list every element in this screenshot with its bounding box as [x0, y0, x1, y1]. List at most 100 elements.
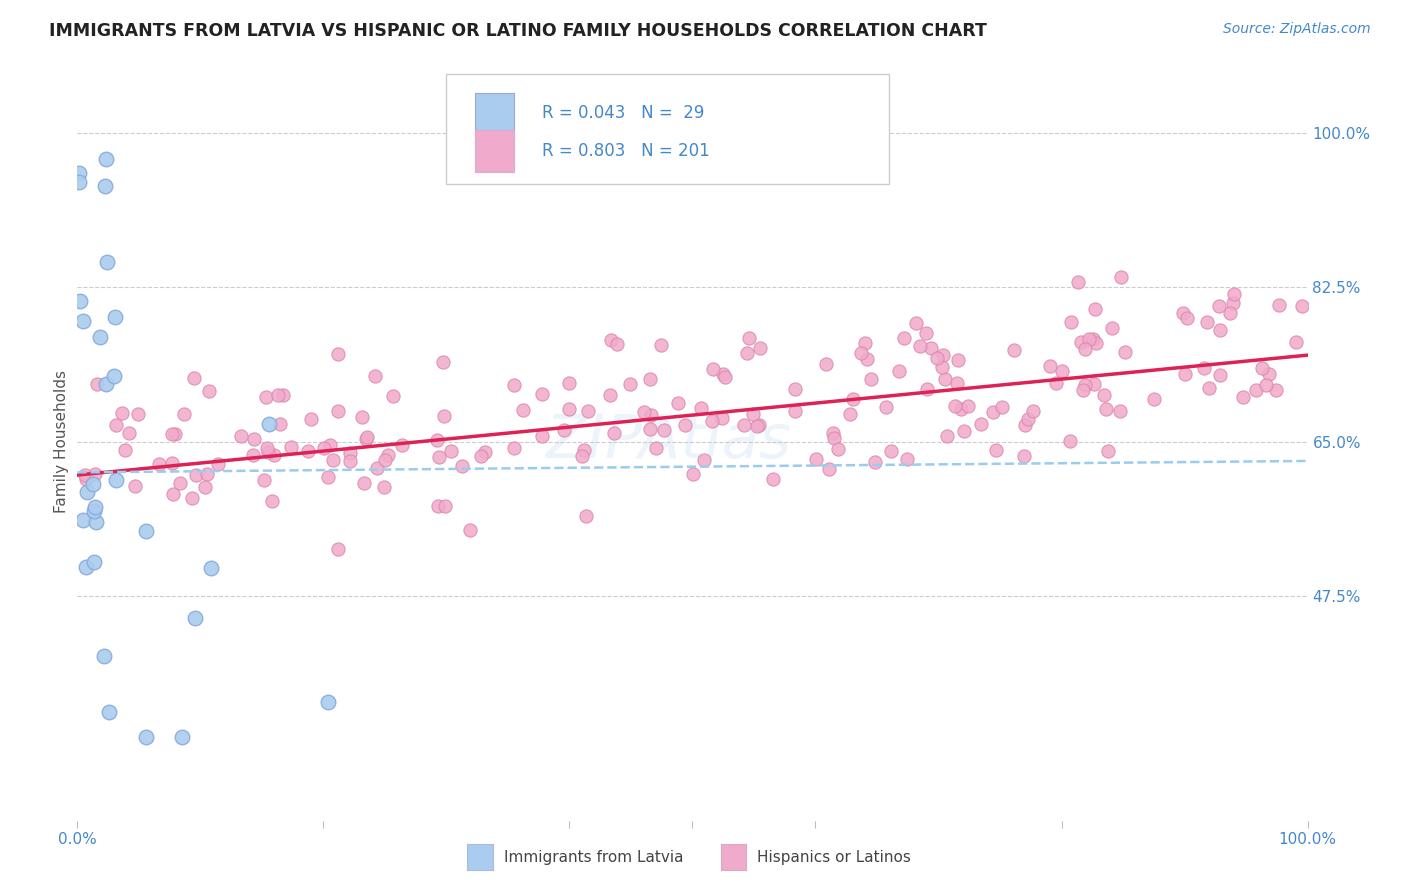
Point	[96, 152, 118, 166]
Point	[470, 450, 492, 464]
Point	[114, 442, 136, 457]
Point	[197, 384, 219, 399]
Point	[1142, 392, 1164, 406]
Point	[451, 458, 474, 473]
Point	[711, 367, 734, 381]
Point	[173, 407, 195, 421]
Text: R = 0.803   N = 201: R = 0.803 N = 201	[543, 143, 710, 161]
Point	[1045, 376, 1067, 390]
Point	[1071, 383, 1094, 397]
Point	[1059, 434, 1081, 448]
Point	[89, 330, 111, 344]
Point	[853, 336, 876, 351]
Point	[875, 400, 897, 414]
Point	[1209, 368, 1232, 382]
Point	[558, 376, 581, 390]
Point	[83, 503, 105, 517]
Point	[194, 480, 217, 494]
Point	[83, 555, 105, 569]
Point	[693, 453, 716, 467]
Point	[366, 460, 388, 475]
Point	[702, 362, 724, 376]
Point	[553, 423, 575, 437]
Point	[111, 406, 134, 420]
Point	[950, 401, 973, 416]
Point	[1014, 449, 1036, 463]
Point	[889, 364, 911, 378]
Point	[162, 487, 184, 501]
Point	[280, 440, 302, 454]
Point	[1244, 383, 1267, 397]
Point	[1197, 315, 1219, 329]
Point	[644, 442, 666, 456]
Point	[263, 448, 285, 462]
Point	[1060, 315, 1083, 329]
Point	[1094, 388, 1116, 402]
Point	[94, 179, 117, 194]
Point	[127, 407, 149, 421]
Point	[762, 472, 785, 486]
Point	[148, 457, 170, 471]
Point	[135, 524, 157, 539]
Point	[1267, 298, 1289, 312]
Point	[256, 442, 278, 456]
Point	[259, 417, 281, 432]
Point	[838, 408, 860, 422]
Point	[855, 351, 877, 366]
Point	[229, 428, 252, 442]
Point	[502, 377, 524, 392]
Point	[1081, 332, 1104, 346]
Point	[160, 427, 183, 442]
Point	[952, 425, 974, 439]
Point	[124, 479, 146, 493]
Point	[575, 509, 598, 524]
Point	[948, 352, 970, 367]
Point	[600, 333, 623, 347]
Point	[169, 476, 191, 491]
Point	[374, 453, 396, 467]
Point	[599, 388, 621, 402]
Point	[638, 372, 661, 386]
Point	[849, 346, 872, 360]
Point	[1084, 301, 1107, 316]
Point	[733, 418, 755, 433]
Point	[823, 431, 845, 445]
Point	[86, 377, 108, 392]
Point	[105, 473, 128, 487]
Point	[619, 377, 641, 392]
Point	[1175, 311, 1198, 326]
Point	[364, 368, 387, 383]
Point	[908, 339, 931, 353]
Point	[1223, 287, 1246, 301]
Point	[104, 310, 127, 325]
Point	[322, 452, 344, 467]
Bar	[475, 93, 515, 135]
Point	[326, 404, 349, 418]
Point	[957, 399, 980, 413]
Point	[571, 449, 593, 463]
Point	[1002, 343, 1025, 357]
Point	[503, 441, 526, 455]
Point	[1254, 378, 1277, 392]
Point	[339, 454, 361, 468]
Point	[711, 411, 734, 425]
Point	[714, 369, 737, 384]
Point	[183, 371, 205, 385]
Point	[1198, 381, 1220, 395]
Point	[391, 438, 413, 452]
Point	[1209, 323, 1232, 337]
Point	[69, 293, 91, 308]
Point	[426, 500, 449, 514]
Point	[356, 430, 378, 444]
Point	[242, 448, 264, 462]
Point	[184, 611, 207, 625]
Point	[783, 383, 806, 397]
Point	[576, 404, 599, 418]
FancyBboxPatch shape	[447, 74, 890, 184]
Point	[1264, 383, 1286, 397]
Point	[186, 468, 208, 483]
Point	[433, 409, 456, 423]
Point	[94, 377, 117, 392]
Point	[936, 429, 959, 443]
Point	[1291, 299, 1313, 313]
